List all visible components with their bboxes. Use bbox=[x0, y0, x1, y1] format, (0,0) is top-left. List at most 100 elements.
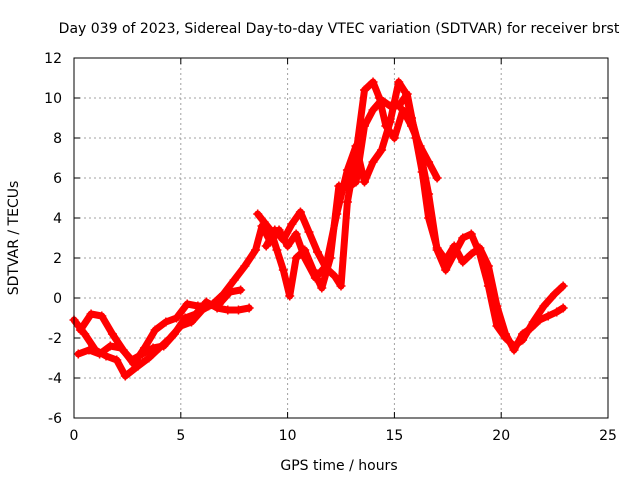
data-point bbox=[84, 345, 94, 355]
data-point bbox=[359, 85, 369, 95]
y-tick-label: 8 bbox=[53, 131, 62, 147]
data-point bbox=[112, 355, 122, 365]
y-axis-label: SDTVAR / TECUs bbox=[6, 181, 22, 296]
data-point bbox=[368, 157, 378, 167]
series-track-3 bbox=[75, 285, 246, 369]
data-point bbox=[424, 213, 434, 223]
grid bbox=[74, 58, 608, 418]
y-tick-label: 2 bbox=[53, 251, 62, 267]
data-point bbox=[291, 229, 301, 239]
data-point bbox=[118, 345, 128, 355]
data-point bbox=[377, 145, 387, 155]
data-point bbox=[432, 243, 442, 253]
data-point bbox=[150, 325, 160, 335]
x-tick-label: 25 bbox=[599, 428, 617, 444]
data-point bbox=[251, 245, 261, 255]
data-point bbox=[148, 343, 158, 353]
data-point bbox=[458, 233, 468, 243]
x-tick-label: 5 bbox=[176, 428, 185, 444]
data-point bbox=[558, 281, 568, 291]
series-layer bbox=[69, 77, 568, 381]
data-point bbox=[406, 121, 416, 131]
x-axis-label: GPS time / hours bbox=[280, 458, 397, 474]
data-point bbox=[342, 197, 352, 207]
data-point bbox=[159, 341, 169, 351]
data-point bbox=[295, 207, 305, 217]
series-trace bbox=[262, 78, 441, 290]
y-tick-label: 4 bbox=[53, 211, 62, 227]
y-tick-label: 6 bbox=[53, 171, 62, 187]
data-point bbox=[475, 243, 485, 253]
data-point bbox=[240, 261, 250, 271]
data-point bbox=[300, 245, 310, 255]
data-point bbox=[550, 289, 560, 299]
data-point bbox=[105, 341, 115, 351]
data-point bbox=[180, 313, 190, 323]
data-point bbox=[526, 323, 536, 333]
data-point bbox=[80, 329, 90, 339]
data-point bbox=[492, 301, 502, 311]
data-point bbox=[233, 305, 243, 315]
data-point bbox=[308, 265, 318, 275]
data-point bbox=[144, 353, 154, 363]
series-track-1 bbox=[69, 77, 568, 381]
data-point bbox=[169, 329, 179, 339]
data-point bbox=[552, 307, 562, 317]
data-point bbox=[535, 315, 545, 325]
data-point bbox=[449, 241, 459, 251]
data-point bbox=[120, 371, 130, 381]
series-track-5 bbox=[261, 77, 442, 291]
data-point bbox=[182, 299, 192, 309]
series-track-2 bbox=[73, 297, 254, 365]
data-point bbox=[509, 345, 519, 355]
data-point bbox=[334, 181, 344, 191]
data-point bbox=[129, 359, 139, 369]
data-point bbox=[97, 311, 107, 321]
data-point bbox=[389, 133, 399, 143]
data-point bbox=[95, 349, 105, 359]
chart-title: Day 039 of 2023, Sidereal Day-to-day VTE… bbox=[59, 21, 620, 37]
data-point bbox=[483, 261, 493, 271]
data-point bbox=[272, 245, 282, 255]
data-point bbox=[86, 309, 96, 319]
data-point bbox=[161, 317, 171, 327]
data-point bbox=[458, 257, 468, 267]
data-point bbox=[291, 253, 301, 263]
data-point bbox=[214, 299, 224, 309]
series-trace bbox=[76, 286, 245, 368]
data-point bbox=[394, 101, 404, 111]
data-point bbox=[500, 329, 510, 339]
data-point bbox=[317, 283, 327, 293]
data-point bbox=[466, 229, 476, 239]
data-point bbox=[539, 301, 549, 311]
data-point bbox=[253, 209, 263, 219]
data-point bbox=[432, 173, 442, 183]
data-point bbox=[261, 241, 271, 251]
data-point bbox=[278, 265, 288, 275]
data-point bbox=[75, 325, 85, 335]
axes: 0 5 10 15 20 25 -6 -4 -2 0 2 4 6 8 10 12 bbox=[44, 51, 617, 444]
data-point bbox=[558, 303, 568, 313]
data-point bbox=[330, 271, 340, 281]
series-track-4 bbox=[253, 89, 568, 355]
data-point bbox=[191, 309, 201, 319]
plot-frame bbox=[73, 57, 609, 419]
data-point bbox=[223, 305, 233, 315]
data-point bbox=[270, 225, 280, 235]
data-point bbox=[424, 157, 434, 167]
data-point bbox=[287, 219, 297, 229]
data-point bbox=[229, 275, 239, 285]
data-point bbox=[313, 247, 323, 257]
data-point bbox=[417, 167, 427, 177]
data-point bbox=[415, 141, 425, 151]
data-point bbox=[381, 121, 391, 131]
y-tick-label: -4 bbox=[48, 371, 62, 387]
y-tick-label: 12 bbox=[44, 51, 62, 67]
data-point bbox=[543, 311, 553, 321]
data-point bbox=[398, 105, 408, 115]
x-tick-label: 0 bbox=[70, 428, 79, 444]
y-tick-label: 10 bbox=[44, 91, 62, 107]
y-tick-label: -2 bbox=[48, 331, 62, 347]
x-tick-label: 10 bbox=[279, 428, 297, 444]
data-point bbox=[285, 291, 295, 301]
